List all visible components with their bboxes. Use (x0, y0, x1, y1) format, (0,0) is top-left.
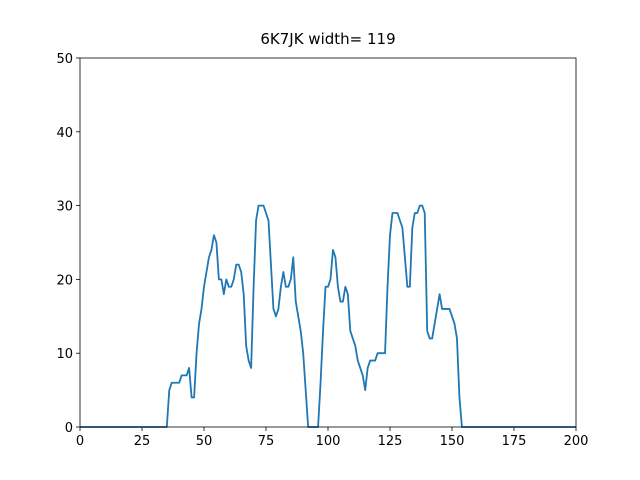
data-line (80, 204, 576, 428)
y-tick-label: 20 (56, 273, 73, 288)
y-tick-label: 40 (56, 126, 73, 141)
x-tick-label: 125 (378, 434, 403, 449)
x-tick-label: 0 (76, 434, 84, 449)
y-tick-label: 50 (56, 52, 73, 67)
x-tick-label: 50 (196, 434, 213, 449)
y-tick-label: 30 (56, 200, 73, 215)
x-tick-label: 200 (564, 434, 589, 449)
axes-frame (79, 57, 577, 428)
y-tick-label: 10 (56, 347, 73, 362)
x-tick-label: 75 (258, 434, 275, 449)
x-tick-label: 25 (134, 434, 151, 449)
chart-title: 6K7JK width= 119 (260, 30, 395, 48)
x-tick-label: 175 (502, 434, 527, 449)
x-tick-label: 100 (316, 434, 341, 449)
y-tick-label: 0 (65, 421, 73, 436)
x-tick-label: 150 (440, 434, 465, 449)
